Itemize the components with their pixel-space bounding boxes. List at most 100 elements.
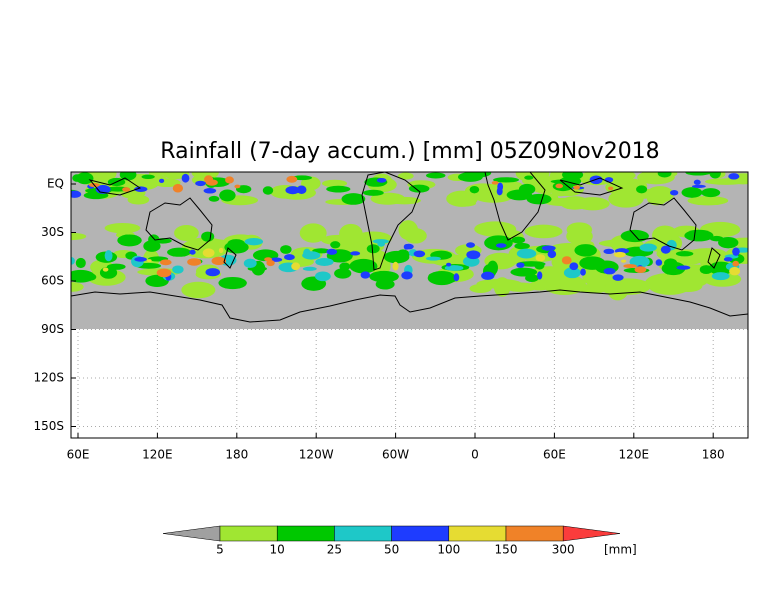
rain-patch [172,265,184,274]
rain-patch [377,241,386,247]
x-tick-label: 120E [619,448,650,462]
y-tick-label: 30S [41,225,64,239]
rain-patch [709,172,721,179]
y-tick-label: EQ [47,177,64,191]
rain-patch [201,231,215,242]
rain-patch [457,172,483,182]
antarctica [71,289,748,323]
rain-patch [466,250,481,260]
rain-patch [608,186,614,191]
rain-patch [514,242,530,250]
rain-patch [453,273,460,282]
rain-patch [487,260,498,275]
rain-patch [218,276,247,290]
rain-patch [474,221,517,237]
rain-patch [403,244,410,250]
colorbar-label: 5 [216,543,224,557]
rain-patch [605,179,642,196]
rain-patch [524,175,534,180]
x-tick-label: 60E [543,448,566,462]
rain-patch [495,243,507,248]
rain-patch [369,270,399,283]
rain-patch [516,248,537,259]
y-tick-label: 60S [41,274,64,288]
rain-patch [497,182,504,192]
rain-patch [121,234,132,246]
rain-patch [515,172,550,183]
rain-patch [675,251,694,257]
rain-patch [321,179,348,188]
rain-patch [174,224,199,242]
rain-patch [562,172,584,181]
coastlines [71,172,748,323]
rain-patch [134,256,147,262]
rain-patch [218,247,224,254]
rain-patch [302,266,317,271]
rain-patch [301,176,321,191]
x-tick-label: 180 [225,448,248,462]
rain-patch [620,259,627,263]
rain-patch [203,188,217,194]
rain-patch [657,172,672,178]
y-tick-label: 120S [33,371,64,385]
rain-patch [529,280,551,291]
rain-patch [286,175,298,183]
rain-patch [524,224,563,239]
rain-patch [99,266,118,279]
rain-patch [718,237,739,249]
rain-patch [563,267,581,279]
rain-patch [693,179,701,185]
rain-patch [181,173,190,183]
rain-patch [666,272,693,289]
rain-patch [559,196,590,210]
rain-patch [561,256,572,265]
rain-patch [205,179,218,186]
rain-patch [189,249,196,255]
rain-patch [326,185,351,193]
rain-patch [266,259,275,267]
rain-patch [299,223,327,243]
rain-patch [701,188,721,198]
rain-patch [376,177,387,183]
rain-patch [607,280,629,301]
rain-patch [285,186,300,195]
rain-patch [134,186,148,192]
rain-patch [71,190,82,198]
rain-patch [387,196,421,205]
rain-patch [681,187,703,198]
rain-patch [143,240,161,252]
rain-patch [603,248,615,255]
rain-patch [330,241,341,249]
rain-patch [302,251,321,260]
rain-patch [244,237,264,246]
rain-patch [262,186,274,195]
rain-patch [312,248,331,254]
rain-patch [190,239,232,248]
x-tick-label: 0 [471,448,479,462]
rain-patch [510,267,538,277]
colorbar-label: 25 [327,543,342,557]
rain-patch [326,248,338,255]
colorbar-label: 50 [384,543,399,557]
colorbar-label: 10 [270,543,285,557]
rain-patch [484,235,513,251]
rain-patch [676,265,691,270]
rain-patch [208,195,220,202]
rain-patch [156,268,172,278]
rain-patch [314,271,331,282]
rain-patch [687,196,729,206]
rain-patch [392,261,399,271]
x-tick-label: 120E [142,448,173,462]
rain-patch [660,245,671,254]
rain-patch [491,181,499,185]
rain-patch [243,258,257,269]
rain-patch [481,271,495,280]
rain-patch [453,200,477,207]
colorbar-unit: [mm] [604,543,637,557]
rain-patch [234,184,241,189]
rain-patch [574,244,597,257]
rain-patch [612,274,624,281]
colorbar-box [219,525,278,542]
colorbar-arrow [562,525,621,542]
